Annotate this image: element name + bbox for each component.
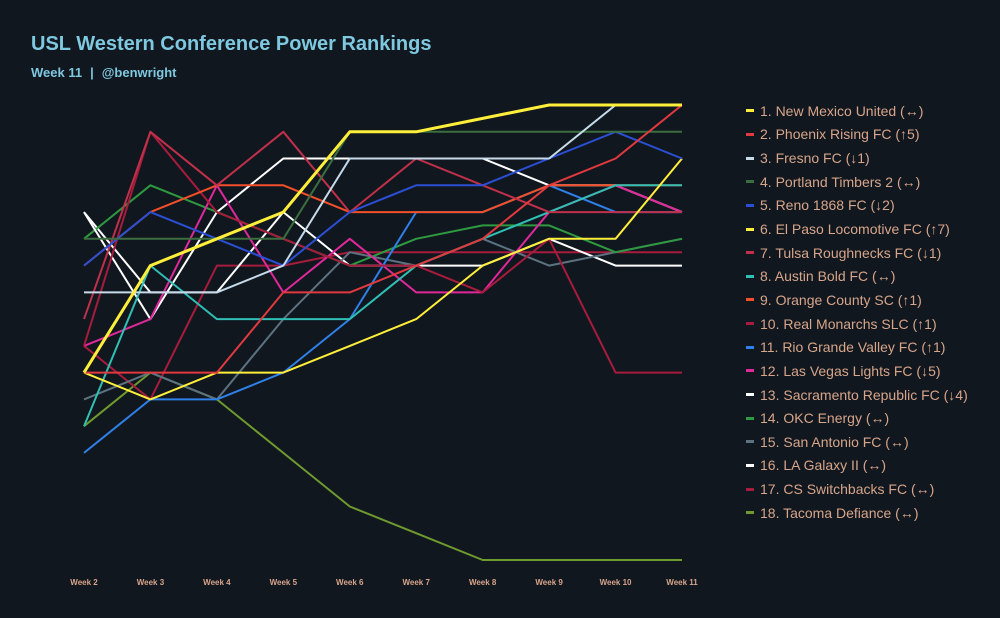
legend-label: 15. San Antonio FC (↔) — [760, 433, 909, 450]
series-line-15-san-antonio-fc — [83, 237, 683, 401]
legend-label: 18. Tacoma Defiance (↔) — [760, 504, 919, 521]
legend-item: 11. Rio Grande Valley FC (↑1) — [746, 335, 968, 359]
legend-item: 6. El Paso Locomotive FC (↑7) — [746, 217, 968, 241]
legend-label: 1. New Mexico United (↔) — [760, 102, 924, 119]
legend-item: 15. San Antonio FC (↔) — [746, 430, 968, 454]
legend-swatch — [746, 156, 754, 160]
legend-label: 9. Orange County SC (↑1) — [760, 291, 922, 308]
subtitle-author: @benwright — [101, 65, 177, 80]
legend-swatch — [746, 369, 754, 373]
x-tick-label: Week 11 — [666, 578, 698, 587]
subtitle-separator: | — [90, 65, 94, 80]
legend-label: 4. Portland Timbers 2 (↔) — [760, 173, 921, 190]
series-line-6-el-paso-locomotive-fc — [83, 157, 683, 401]
legend-label: 13. Sacramento Republic FC (↓4) — [760, 386, 968, 403]
chart-title: USL Western Conference Power Rankings — [31, 33, 432, 55]
x-tick-label: Week 4 — [203, 578, 231, 587]
x-tick-label: Week 2 — [70, 578, 98, 587]
legend-label: 17. CS Switchbacks FC (↔) — [760, 481, 935, 498]
legend-item: 4. Portland Timbers 2 (↔) — [746, 170, 968, 194]
series-line-14-okc-energy — [83, 184, 683, 267]
x-tick-label: Week 8 — [469, 578, 497, 587]
legend-swatch — [746, 109, 754, 113]
x-tick-label: Week 9 — [535, 578, 563, 587]
series-line-2-phoenix-rising-fc — [84, 104, 683, 374]
chart-legend: 1. New Mexico United (↔) 2. Phoenix Risin… — [746, 99, 968, 525]
legend-item: 8. Austin Bold FC (↔) — [746, 264, 968, 288]
legend-label: 2. Phoenix Rising FC (↑5) — [760, 126, 920, 143]
legend-item: 14. OKC Energy (↔) — [746, 406, 968, 430]
legend-label: 11. Rio Grande Valley FC (↑1) — [760, 339, 946, 356]
series-line-9-orange-county-sc — [83, 184, 682, 267]
legend-label: 8. Austin Bold FC (↔) — [760, 268, 896, 285]
legend-item: 18. Tacoma Defiance (↔) — [746, 501, 968, 525]
legend-item: 16. LA Galaxy II (↔) — [746, 454, 968, 478]
legend-item: 17. CS Switchbacks FC (↔) — [746, 477, 968, 501]
legend-swatch — [746, 393, 754, 396]
x-tick-label: Week 3 — [137, 578, 165, 587]
legend-swatch — [746, 345, 754, 349]
legend-swatch — [746, 251, 754, 255]
legend-label: 16. LA Galaxy II (↔) — [760, 457, 887, 474]
legend-label: 10. Real Monarchs SLC (↑1) — [760, 315, 937, 332]
legend-swatch — [746, 227, 754, 231]
series-line-1-new-mexico-united — [82, 103, 682, 374]
legend-swatch — [746, 180, 754, 184]
legend-item: 5. Reno 1868 FC (↓2) — [746, 194, 968, 218]
series-line-10-real-monarchs-slc — [83, 130, 682, 374]
legend-item: 3. Fresno FC (↓1) — [746, 146, 968, 170]
series-line-7-tulsa-roughnecks-fc — [83, 130, 682, 320]
legend-swatch — [746, 203, 754, 207]
legend-item: 12. Las Vegas Lights FC (↓5) — [746, 359, 968, 383]
chart-subtitle: Week 11 | @benwright — [31, 65, 177, 80]
legend-swatch — [746, 463, 754, 467]
legend-swatch — [746, 298, 754, 302]
legend-swatch — [746, 322, 754, 326]
legend-item: 10. Real Monarchs SLC (↑1) — [746, 312, 968, 336]
legend-item: 9. Orange County SC (↑1) — [746, 288, 968, 312]
legend-label: 5. Reno 1868 FC (↓2) — [760, 197, 895, 214]
legend-item: 13. Sacramento Republic FC (↓4) — [746, 383, 968, 407]
legend-swatch — [746, 416, 754, 420]
legend-swatch — [746, 440, 754, 444]
legend-label: 12. Las Vegas Lights FC (↓5) — [760, 362, 941, 379]
series-line-18-tacoma-defiance — [83, 371, 682, 561]
legend-swatch — [746, 274, 754, 278]
series-line-5-reno-1868-fc — [83, 130, 683, 267]
series-line-3-fresno-fc — [84, 104, 682, 294]
legend-item: 1. New Mexico United (↔) — [746, 99, 968, 123]
legend-swatch — [746, 132, 754, 136]
x-tick-label: Week 10 — [600, 578, 632, 587]
legend-swatch — [746, 487, 754, 491]
subtitle-week: Week 11 — [31, 65, 83, 80]
legend-swatch — [746, 511, 754, 515]
legend-label: 3. Fresno FC (↓1) — [760, 150, 870, 167]
series-line-11-rio-grande-valley-fc — [83, 184, 682, 454]
legend-label: 14. OKC Energy (↔) — [760, 410, 890, 427]
x-tick-label: Week 6 — [336, 578, 364, 587]
legend-label: 6. El Paso Locomotive FC (↑7) — [760, 221, 950, 238]
legend-item: 7. Tulsa Roughnecks FC (↓1) — [746, 241, 968, 265]
legend-label: 7. Tulsa Roughnecks FC (↓1) — [760, 244, 942, 261]
x-tick-label: Week 7 — [403, 578, 431, 587]
legend-item: 2. Phoenix Rising FC (↑5) — [746, 123, 968, 147]
x-tick-label: Week 5 — [270, 578, 298, 587]
